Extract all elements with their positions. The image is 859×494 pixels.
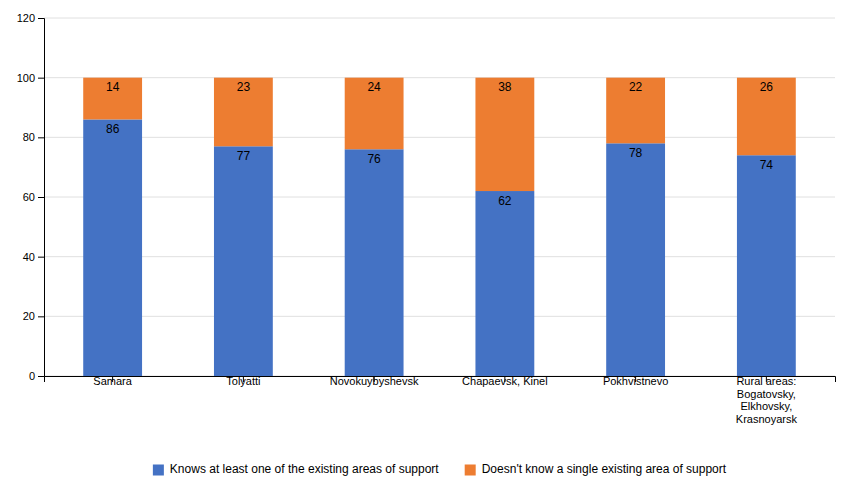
- tick-label-line: Tolyatti: [226, 375, 260, 387]
- tick: 20: [23, 310, 44, 322]
- tick-mark: [38, 257, 44, 258]
- chart: 0 20 40 60 80 100 120 Samara Tolyatti Novokuybysh…: [0, 0, 859, 494]
- data-label: 74: [760, 158, 774, 172]
- bar: [475, 78, 534, 191]
- data-label: 62: [498, 194, 512, 208]
- tick-label-line: Pokhvistnevo: [603, 375, 668, 387]
- tick-label: 120: [17, 12, 35, 24]
- plot: 0 20 40 60 80 100 120 Samara Tolyatti Novokuybysh…: [17, 12, 836, 425]
- tick-label: Samara: [93, 375, 132, 387]
- data-label: 14: [106, 80, 120, 94]
- tick: 100: [17, 72, 44, 84]
- tick: 40: [23, 251, 44, 263]
- bar: [345, 78, 404, 150]
- grid-line: [44, 77, 835, 78]
- bar: [345, 149, 404, 376]
- tick-mark: [38, 197, 44, 198]
- x-axis: Samara Tolyatti Novokuybyshevsk Chapaevsk, …: [45, 375, 836, 425]
- tick: 60: [23, 191, 44, 203]
- bar: [214, 146, 273, 376]
- data-label: 78: [629, 146, 643, 160]
- tick-label-line: Elkhovsky,: [740, 400, 792, 412]
- bar: [83, 78, 142, 120]
- tick-label-line: Novokuybyshevsk: [330, 375, 419, 387]
- grid-line: [44, 137, 835, 138]
- tick: Pokhvistnevo: [603, 375, 668, 387]
- tick-label: Chapaevsk, Kinel: [462, 375, 548, 387]
- bar: [737, 78, 796, 156]
- grid-line: [44, 197, 835, 198]
- series-bars: [83, 119, 796, 376]
- bar: [214, 78, 273, 147]
- tick-mark: [38, 78, 44, 79]
- axis-line: [45, 377, 836, 383]
- tick-label: 60: [23, 191, 35, 203]
- tick-label: Novokuybyshevsk: [330, 375, 419, 387]
- legend-item: Knows at least one of the existing areas…: [153, 462, 439, 476]
- grid-line: [44, 316, 835, 317]
- tick: 0: [29, 370, 44, 382]
- legend-label: Knows at least one of the existing areas…: [170, 462, 439, 476]
- tick: Samara: [93, 375, 132, 387]
- tick: Novokuybyshevsk: [330, 375, 419, 387]
- data-label: 22: [629, 80, 643, 94]
- legend-label: Doesn't know a single existing area of s…: [482, 462, 727, 476]
- tick-label-line: Samara: [93, 375, 132, 387]
- tick-mark: [38, 316, 44, 317]
- data-label: 23: [237, 80, 251, 94]
- data-label: 86: [106, 122, 120, 136]
- bar: [606, 143, 665, 376]
- grid-line: [44, 256, 835, 257]
- legend-swatch: [153, 465, 164, 476]
- data-label: 77: [237, 149, 251, 163]
- tick-mark: [38, 137, 44, 138]
- legend: Knows at least one of the existing areas…: [153, 462, 727, 476]
- tick-label: 20: [23, 310, 35, 322]
- data-labels: 86 77 76 62 78 74 14 23 24 38 22 26: [106, 80, 773, 207]
- tick-label: Pokhvistnevo: [603, 375, 668, 387]
- tick: 80: [23, 131, 44, 143]
- tick-mark: [38, 18, 44, 19]
- tick: 120: [17, 12, 44, 24]
- tick-label: 100: [17, 72, 35, 84]
- data-label: 26: [760, 80, 774, 94]
- tick: Chapaevsk, Kinel: [462, 375, 548, 387]
- tick-label-line: Chapaevsk, Kinel: [462, 375, 548, 387]
- bar: [475, 191, 534, 376]
- data-label: 24: [367, 80, 381, 94]
- series-bars: [83, 78, 796, 191]
- bar: [737, 155, 796, 376]
- grid-line: [44, 18, 835, 19]
- tick-label: Rural areas:Bogatovsky,Elkhovsky,Krasnoy…: [736, 375, 798, 425]
- tick-label: Tolyatti: [226, 375, 260, 387]
- axis-line: [38, 19, 45, 377]
- tick-label-line: Rural areas:: [736, 375, 796, 387]
- tick-mark: [38, 376, 44, 377]
- bar: [606, 78, 665, 144]
- tick-label-line: Bogatovsky,: [737, 388, 796, 400]
- tick-label: 80: [23, 131, 35, 143]
- tick-label: 40: [23, 251, 35, 263]
- bars: [83, 78, 796, 376]
- bar: [83, 119, 142, 376]
- y-axis: 0 20 40 60 80 100 120: [17, 12, 45, 382]
- data-label: 76: [367, 152, 381, 166]
- grid: [44, 18, 835, 376]
- tick: Tolyatti: [226, 375, 260, 387]
- tick: Rural areas:Bogatovsky,Elkhovsky,Krasnoy…: [736, 375, 798, 425]
- tick-label-line: Krasnoyarsk: [736, 413, 798, 425]
- legend-swatch: [465, 465, 476, 476]
- tick-label: 0: [29, 370, 35, 382]
- legend-item: Doesn't know a single existing area of s…: [465, 462, 727, 476]
- data-label: 38: [498, 80, 512, 94]
